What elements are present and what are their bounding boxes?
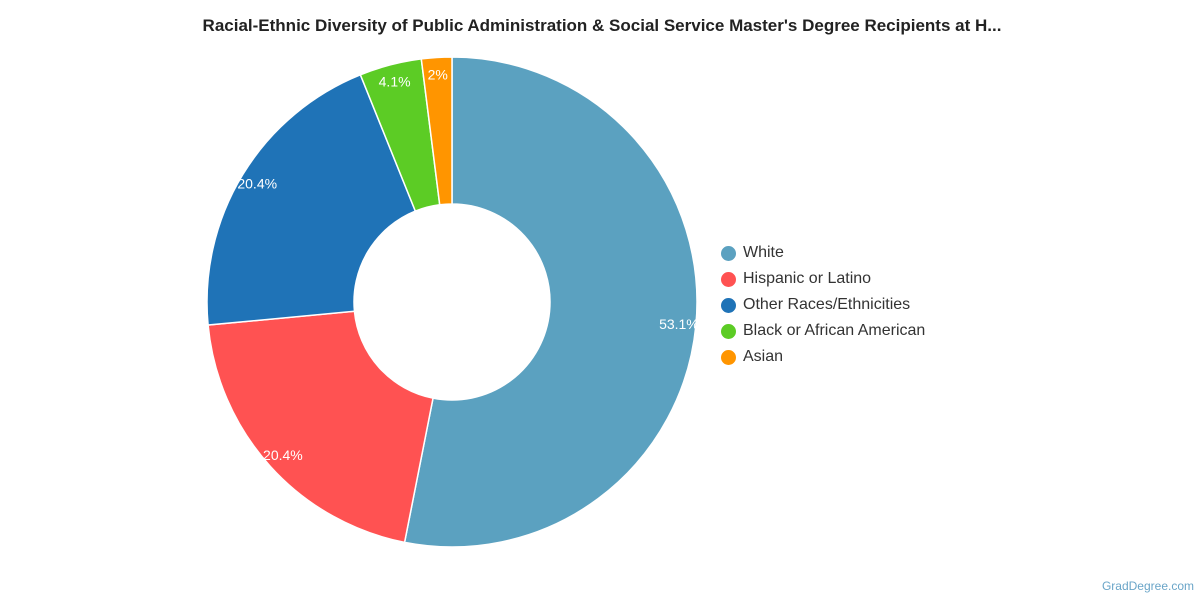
legend-label: Asian xyxy=(743,348,784,365)
legend-label: White xyxy=(743,244,784,261)
legend-item-black-or-african-american[interactable]: Black or African American xyxy=(721,318,925,344)
chart-title: Racial-Ethnic Diversity of Public Admini… xyxy=(202,16,1002,35)
legend-item-hispanic-or-latino[interactable]: Hispanic or Latino xyxy=(721,266,925,292)
legend-label: Other Races/Ethnicities xyxy=(743,296,911,313)
legend-dot-icon xyxy=(721,271,736,287)
legend-dot-icon xyxy=(721,245,736,261)
data-label-black-or-african-american: 4.1% xyxy=(379,73,411,89)
data-label-other-races-ethnicities: 20.4% xyxy=(237,175,277,191)
watermark[interactable]: GradDegree.com xyxy=(1101,579,1194,593)
legend-dot-icon xyxy=(721,323,736,339)
slice-white[interactable] xyxy=(403,56,698,548)
legend-item-asian[interactable]: Asian xyxy=(721,344,925,370)
legend-item-other-races-ethnicities[interactable]: Other Races/Ethnicities xyxy=(721,292,925,318)
legend: White Hispanic or Latino Other Races/Ethni… xyxy=(721,240,925,370)
legend-dot-icon xyxy=(721,349,736,365)
legend-item-white[interactable]: White xyxy=(721,240,925,266)
slice-other-races-ethnicities[interactable] xyxy=(206,73,417,326)
data-label-white: 53.1% xyxy=(659,316,699,332)
data-label-asian: 2% xyxy=(428,66,448,82)
slice-hispanic-or-latino[interactable] xyxy=(207,310,434,544)
data-label-hispanic-or-latino: 20.4% xyxy=(263,447,303,463)
legend-label: Black or African American xyxy=(743,322,926,339)
legend-dot-icon xyxy=(721,297,736,313)
slice-asian[interactable] xyxy=(420,56,453,206)
legend-label: Hispanic or Latino xyxy=(743,270,872,287)
